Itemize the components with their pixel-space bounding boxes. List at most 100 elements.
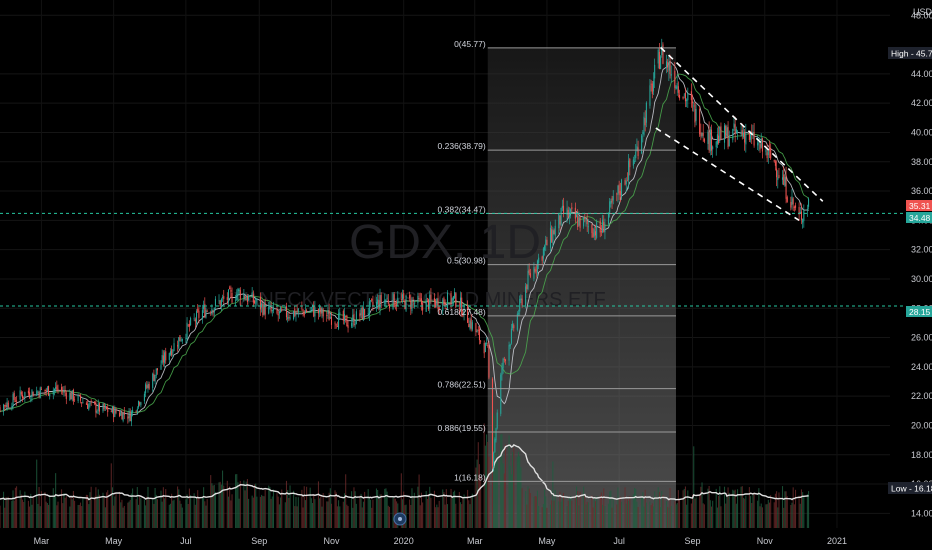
candle bbox=[137, 400, 140, 410]
volume-bar bbox=[637, 506, 639, 528]
candle bbox=[339, 307, 341, 320]
volume-bar bbox=[757, 500, 759, 528]
volume-bar bbox=[413, 492, 415, 528]
volume-bar bbox=[393, 498, 395, 528]
candle bbox=[303, 310, 305, 318]
candle bbox=[560, 207, 562, 226]
candle bbox=[636, 138, 638, 152]
volume-bar bbox=[61, 489, 63, 528]
candle bbox=[147, 381, 149, 393]
candle bbox=[16, 396, 18, 406]
volume-bar bbox=[287, 490, 289, 528]
candle bbox=[593, 227, 595, 241]
x-tick-label: 2020 bbox=[394, 536, 414, 546]
volume-bar bbox=[82, 497, 84, 528]
volume-bar bbox=[800, 489, 802, 528]
volume-bar bbox=[693, 446, 695, 528]
candle bbox=[132, 406, 134, 417]
volume-bar bbox=[264, 489, 266, 528]
candle bbox=[56, 380, 58, 392]
candle bbox=[695, 104, 697, 126]
candle bbox=[604, 218, 606, 240]
candle bbox=[676, 74, 678, 96]
candle bbox=[82, 397, 84, 404]
candle bbox=[400, 292, 402, 303]
candle bbox=[130, 410, 132, 427]
volume-bar bbox=[667, 506, 669, 528]
candle bbox=[193, 313, 195, 322]
volume-bar bbox=[342, 501, 344, 528]
candle bbox=[791, 189, 793, 210]
volume-bar bbox=[194, 504, 196, 528]
volume-bar bbox=[377, 489, 379, 528]
candle bbox=[61, 383, 63, 395]
candle bbox=[545, 235, 547, 252]
candle bbox=[586, 214, 588, 232]
volume-bar bbox=[503, 473, 505, 528]
time-axis[interactable]: Mar May Jul Sep Nov 2020 Mar May Jul Sep Nov 2021 bbox=[34, 536, 847, 546]
candle bbox=[600, 224, 602, 237]
event-marker-icon[interactable] bbox=[393, 512, 407, 526]
volume-bar bbox=[252, 497, 254, 528]
volume-bar bbox=[106, 492, 108, 528]
volume-bar bbox=[3, 491, 5, 528]
volume-bar bbox=[102, 492, 104, 528]
volume-bar bbox=[566, 506, 568, 528]
volume-bar bbox=[452, 491, 454, 528]
volume-bar bbox=[309, 487, 311, 528]
candle bbox=[476, 329, 478, 333]
y-tick-label: 14.00 bbox=[911, 508, 932, 518]
candle bbox=[218, 294, 220, 305]
candle bbox=[110, 408, 112, 413]
candle bbox=[32, 391, 34, 397]
candle bbox=[227, 289, 230, 307]
candle bbox=[785, 166, 787, 204]
candle bbox=[172, 348, 174, 358]
candle bbox=[716, 127, 718, 149]
candle bbox=[19, 386, 21, 403]
volume-bar bbox=[438, 500, 440, 528]
candle bbox=[161, 349, 163, 365]
volume-ma-line bbox=[0, 444, 809, 501]
candle bbox=[155, 368, 157, 379]
volume-bar bbox=[155, 494, 157, 528]
volume-bar bbox=[553, 500, 555, 528]
volume-bar bbox=[599, 495, 601, 528]
volume-bar bbox=[803, 496, 805, 528]
volume-bar bbox=[592, 507, 594, 528]
volume-bar bbox=[79, 502, 82, 528]
candle bbox=[559, 215, 561, 231]
candle bbox=[657, 47, 659, 69]
moving-averages bbox=[0, 60, 809, 416]
candle bbox=[264, 298, 266, 320]
candle bbox=[767, 148, 769, 164]
volume-bar bbox=[545, 496, 547, 528]
candle bbox=[378, 294, 380, 311]
volume-bar bbox=[745, 495, 747, 528]
volume-bar bbox=[173, 499, 175, 528]
candle bbox=[235, 294, 237, 307]
y-tick-label: 36.00 bbox=[911, 186, 932, 196]
candle bbox=[609, 198, 611, 218]
volume-bar bbox=[806, 494, 808, 528]
candle bbox=[156, 368, 158, 375]
candle bbox=[269, 300, 271, 310]
volume-bar bbox=[720, 506, 722, 528]
candle bbox=[397, 291, 399, 307]
volume-bar bbox=[371, 507, 373, 528]
volume-bar bbox=[660, 507, 662, 528]
volume-bar bbox=[533, 496, 535, 528]
candle bbox=[667, 58, 669, 73]
candle bbox=[733, 116, 735, 131]
candle bbox=[702, 123, 704, 142]
volume-bar bbox=[715, 488, 717, 528]
volume-bar bbox=[583, 486, 585, 528]
volume-bar bbox=[579, 491, 581, 528]
volume-bar bbox=[172, 500, 174, 528]
volume-bar bbox=[737, 489, 739, 528]
fib-level-label: 0.786(22.51) bbox=[438, 380, 486, 390]
volume-bar bbox=[56, 505, 58, 528]
volume-bar bbox=[245, 481, 247, 528]
candle bbox=[701, 132, 703, 139]
